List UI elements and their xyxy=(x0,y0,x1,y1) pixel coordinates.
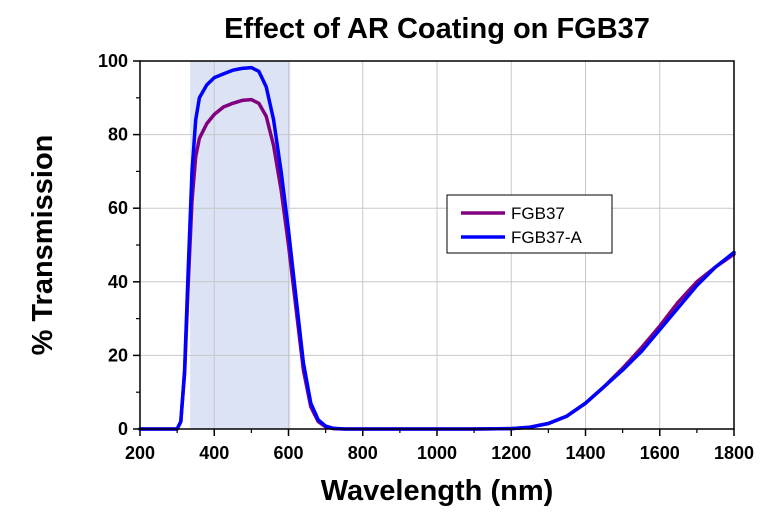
y-tick-label: 0 xyxy=(118,419,128,439)
y-tick-label: 100 xyxy=(98,51,128,71)
x-axis-label: Wavelength (nm) xyxy=(321,475,554,507)
y-axis-label: % Transmission xyxy=(27,135,59,356)
shaded-region xyxy=(190,61,291,429)
x-tick-label: 1200 xyxy=(491,443,531,463)
chart-title: Effect of AR Coating on FGB37 xyxy=(224,13,650,45)
y-tick-label: 60 xyxy=(108,198,128,218)
y-tick-label: 20 xyxy=(108,345,128,365)
plot-layer: 200 400 600 800 1000 1200 1400 1600 1800 0 20 40 60 8… xyxy=(98,51,754,463)
x-tick-label: 400 xyxy=(199,443,229,463)
x-tick-label: 1800 xyxy=(714,443,754,463)
legend-label-1: FGB37-A xyxy=(511,228,583,247)
y-tick-label: 80 xyxy=(108,125,128,145)
x-tick-label: 800 xyxy=(348,443,378,463)
series-line-1 xyxy=(138,65,736,431)
x-tick-label: 1600 xyxy=(640,443,680,463)
x-tick-label: 600 xyxy=(273,443,303,463)
x-tick-label: 200 xyxy=(125,443,155,463)
x-tick-label: 1400 xyxy=(565,443,605,463)
x-tick-label: 1000 xyxy=(417,443,457,463)
y-tick-label: 40 xyxy=(108,272,128,292)
legend-box xyxy=(446,194,613,254)
legend-label-0: FGB37 xyxy=(511,204,565,223)
